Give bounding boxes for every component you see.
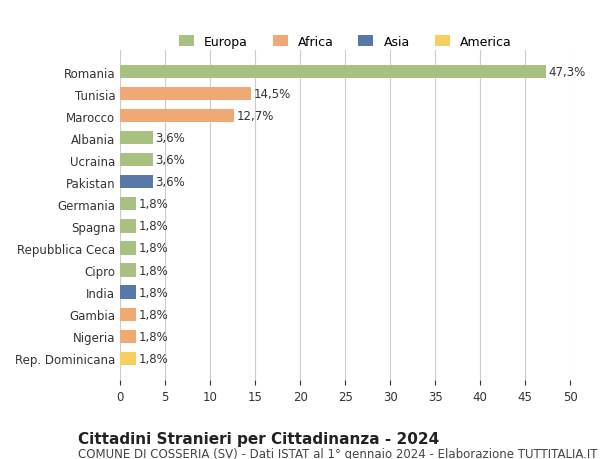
Text: 1,8%: 1,8% <box>139 198 169 211</box>
Bar <box>120 66 546 79</box>
Bar <box>120 198 136 211</box>
Bar <box>120 110 235 123</box>
Text: 3,6%: 3,6% <box>155 154 185 167</box>
Text: 14,5%: 14,5% <box>253 88 290 101</box>
Text: 1,8%: 1,8% <box>139 352 169 365</box>
Bar <box>120 264 136 277</box>
Bar <box>120 88 251 101</box>
Bar <box>120 220 136 233</box>
Bar <box>120 176 152 189</box>
Bar <box>120 132 152 145</box>
Text: 1,8%: 1,8% <box>139 286 169 299</box>
Text: 1,8%: 1,8% <box>139 220 169 233</box>
Bar <box>120 308 136 321</box>
Text: Cittadini Stranieri per Cittadinanza - 2024: Cittadini Stranieri per Cittadinanza - 2… <box>78 431 439 447</box>
Text: 3,6%: 3,6% <box>155 176 185 189</box>
Bar <box>120 352 136 365</box>
Bar <box>120 154 152 167</box>
Text: 47,3%: 47,3% <box>548 66 586 79</box>
Bar <box>120 242 136 255</box>
Text: COMUNE DI COSSERIA (SV) - Dati ISTAT al 1° gennaio 2024 - Elaborazione TUTTITALI: COMUNE DI COSSERIA (SV) - Dati ISTAT al … <box>78 448 598 459</box>
Text: 1,8%: 1,8% <box>139 264 169 277</box>
Bar <box>120 330 136 343</box>
Text: 1,8%: 1,8% <box>139 330 169 343</box>
Legend: Europa, Africa, Asia, America: Europa, Africa, Asia, America <box>174 31 517 54</box>
Text: 12,7%: 12,7% <box>237 110 274 123</box>
Bar <box>120 286 136 299</box>
Text: 3,6%: 3,6% <box>155 132 185 145</box>
Text: 1,8%: 1,8% <box>139 308 169 321</box>
Text: 1,8%: 1,8% <box>139 242 169 255</box>
